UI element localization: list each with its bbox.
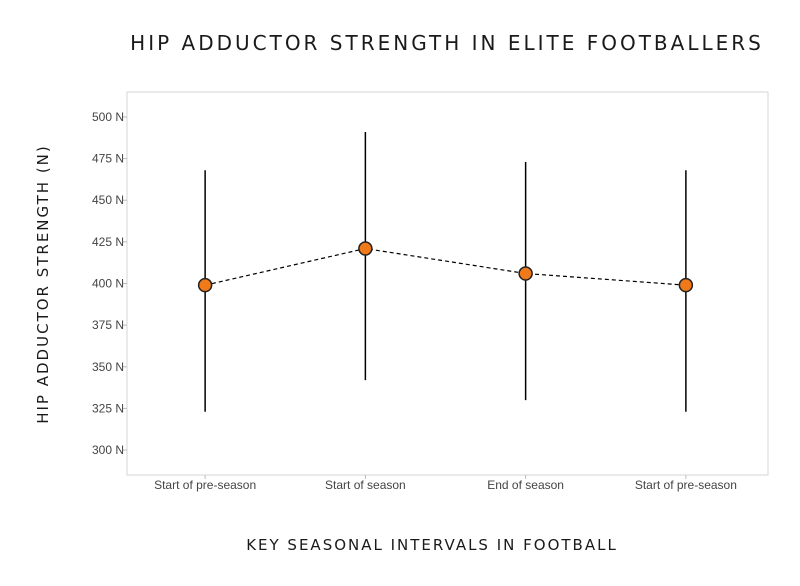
y-tick-label: 375 N [92, 318, 124, 332]
x-axis-title: KEY SEASONAL INTERVALS IN FOOTBALL [246, 536, 618, 554]
data-point [518, 266, 533, 281]
data-point [358, 241, 373, 256]
y-tick-label: 350 N [92, 360, 124, 374]
plot-area [126, 91, 769, 476]
y-tick-label: 325 N [92, 401, 124, 415]
y-tick-label: 475 N [92, 152, 124, 166]
mean-connector-line [204, 247, 686, 286]
y-tick-label: 425 N [92, 235, 124, 249]
y-tick-label: 450 N [92, 193, 124, 207]
y-tick-label: 500 N [92, 110, 124, 124]
data-point [197, 277, 213, 293]
y-tick-label: 300 N [92, 443, 124, 457]
x-tick-label: Start of season [325, 478, 406, 492]
x-axis: Start of pre-season Start of season End of… [154, 475, 737, 492]
x-tick-label: Start of pre-season [154, 478, 256, 492]
x-tick-label: End of season [487, 478, 564, 492]
data-points [197, 241, 694, 293]
data-point [678, 277, 694, 293]
x-tick-label: Start of pre-season [635, 478, 737, 492]
chart-title: HIP ADDUCTOR STRENGTH IN ELITE FOOTBALLE… [130, 31, 764, 55]
error-bars [204, 131, 687, 412]
y-axis: 300 N 325 N 350 N 375 N 400 N 425 N 450 N 475 N… [92, 110, 127, 457]
y-axis-title: HIP ADDUCTOR STRENGTH (N) [34, 144, 52, 424]
y-tick-label: 400 N [92, 277, 124, 291]
